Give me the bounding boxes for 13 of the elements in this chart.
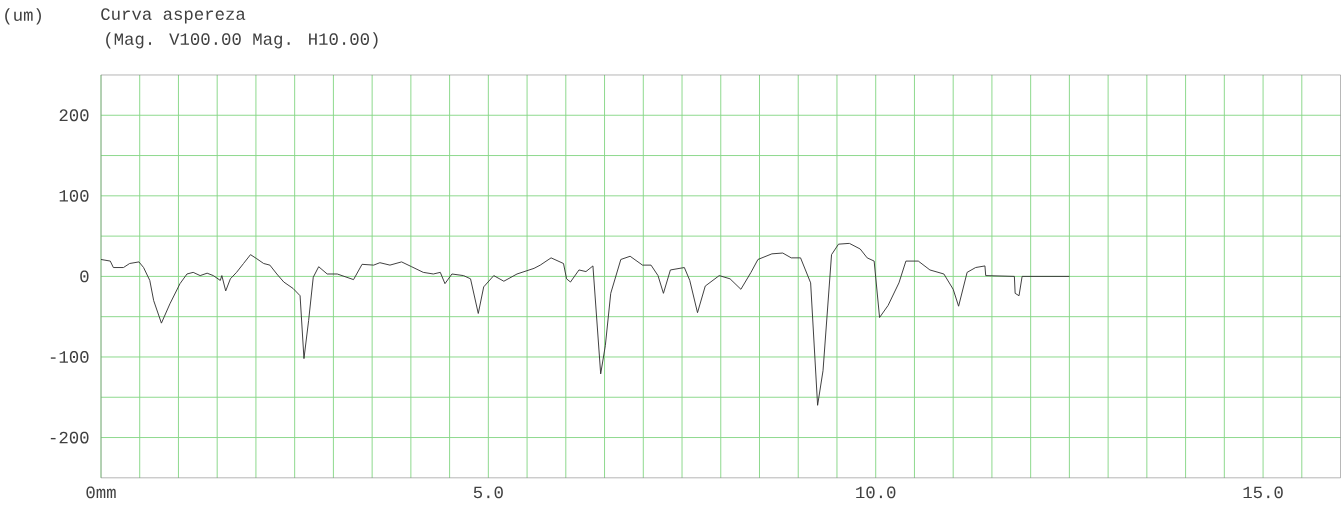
y-axis-title: (um): [5, 8, 41, 25]
x-tick-label: 10.0: [856, 486, 896, 499]
line-series: [100, 242, 1070, 406]
x-tick-label: 15.0: [1243, 486, 1283, 499]
x-tick-label: 0mm: [86, 486, 116, 499]
chart-title: Curva aspereza: [101, 8, 246, 24]
y-tick-label: 200: [59, 109, 89, 122]
y-tick-label: 100: [59, 190, 89, 202]
x-tick-label: 5.0: [473, 486, 503, 499]
y-tick-label: -100: [50, 351, 89, 363]
y-tick-label: 0: [80, 270, 89, 283]
y-tick-label: -200: [50, 431, 89, 444]
chart-subtitle: (Mag. V100.00 Mag. H10.00): [106, 32, 378, 49]
